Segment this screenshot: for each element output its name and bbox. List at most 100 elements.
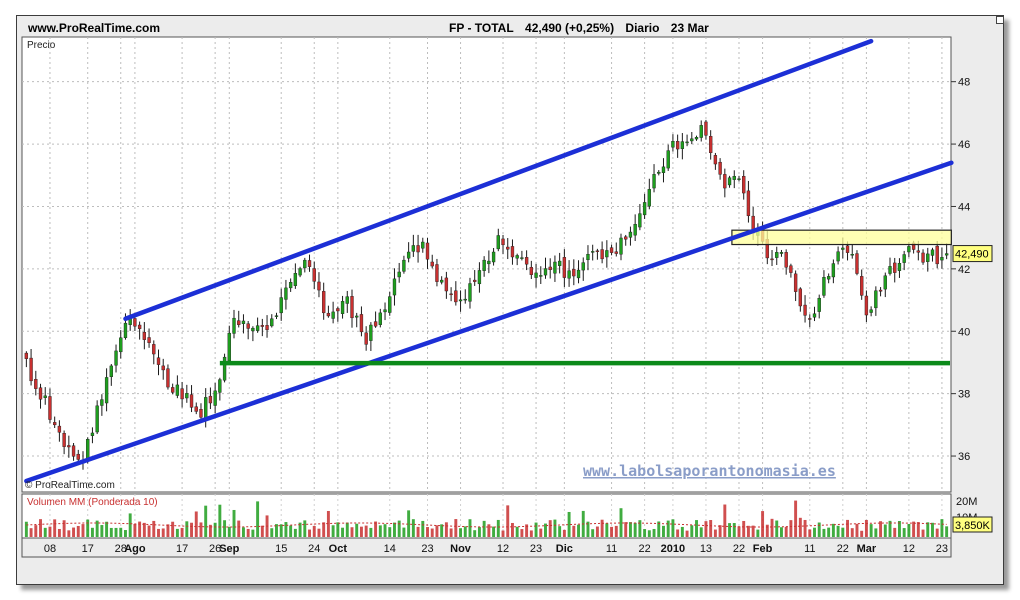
candle-body <box>732 176 736 180</box>
volume-bar <box>34 525 38 537</box>
candle-body <box>482 259 486 271</box>
candle-body <box>34 379 38 389</box>
volume-bar <box>95 520 99 537</box>
candle-body <box>831 263 836 278</box>
candle-body <box>727 177 732 186</box>
x-tick-label: 23 <box>421 543 433 555</box>
volume-bar <box>685 530 689 537</box>
candle-body <box>350 296 354 319</box>
candle-body <box>562 257 567 278</box>
volume-bar <box>308 529 311 537</box>
volume-bar <box>72 527 76 537</box>
volume-bar <box>275 524 278 537</box>
volume-bar <box>128 513 132 537</box>
volume-bar <box>57 528 61 537</box>
volume-bar <box>279 524 283 537</box>
candle-body <box>326 312 331 317</box>
y-tick-label: 38 <box>958 389 970 401</box>
x-tick-label: 12 <box>903 543 915 555</box>
volume-bar <box>756 529 760 537</box>
x-tick-label: Oct <box>329 543 348 555</box>
y-tick-label: 42 <box>958 264 970 276</box>
candle-body <box>690 138 694 142</box>
volume-bar <box>544 523 547 537</box>
candle-body <box>161 365 165 371</box>
volume-bar <box>223 520 227 537</box>
candle-body <box>557 260 562 266</box>
candle-body <box>591 251 595 253</box>
candle-body <box>515 255 519 259</box>
candle-body <box>487 260 491 265</box>
volume-bar <box>90 527 94 537</box>
candle-body <box>543 268 548 276</box>
candle-body <box>340 301 345 314</box>
candle-body <box>29 357 33 382</box>
candle-body <box>241 320 246 324</box>
volume-bar <box>378 525 382 537</box>
volume-bar <box>520 529 524 537</box>
volume-bar <box>213 522 217 537</box>
volume-bar <box>105 521 109 537</box>
x-tick-label: Sep <box>219 543 239 555</box>
volume-bar <box>397 520 401 537</box>
volume-bar <box>765 524 769 537</box>
volume-tag-label: 3,850K <box>955 520 991 532</box>
period-label: Diario <box>625 21 660 35</box>
volume-bar <box>676 529 680 537</box>
volume-bar <box>709 520 713 537</box>
channel-upper-line <box>123 38 874 322</box>
volume-bar <box>624 522 628 537</box>
volume-bar <box>39 519 42 537</box>
volume-bar <box>912 521 916 537</box>
volume-bar <box>430 528 434 537</box>
candle-body <box>822 277 826 296</box>
candle-body <box>237 320 241 325</box>
candle-body <box>685 141 689 144</box>
volume-bar <box>586 521 590 537</box>
candle-body <box>921 252 925 263</box>
volume-bar <box>779 527 783 537</box>
volume-bar <box>124 530 127 537</box>
volume-bar <box>883 524 887 537</box>
volume-bar <box>940 519 944 537</box>
candle-body <box>227 332 231 362</box>
x-tick-label: Mar <box>857 543 877 555</box>
candle-body <box>265 325 269 330</box>
volume-bar <box>355 523 359 537</box>
candle-body <box>501 238 505 246</box>
candle-body <box>888 266 892 274</box>
candle-body <box>166 368 170 388</box>
volume-panel-label: Volumen MM (Ponderada 10) <box>27 497 158 508</box>
candle-body <box>628 231 633 238</box>
price-panel-label: Precio <box>27 40 56 51</box>
candle-body <box>529 267 533 275</box>
candle-body <box>775 252 779 258</box>
volume-bar <box>496 519 500 537</box>
volume-bar <box>218 504 222 537</box>
volume-bar <box>746 525 750 537</box>
volume-bar <box>29 528 33 537</box>
candle-body <box>114 350 118 366</box>
x-tick-label: 2010 <box>661 543 685 555</box>
volume-bar <box>690 525 694 537</box>
volume-bar <box>860 530 864 537</box>
site-brand[interactable]: www.ProRealTime.com <box>28 21 161 35</box>
volume-bar <box>482 520 486 537</box>
candle-body <box>789 265 793 273</box>
volume-bar <box>822 528 826 537</box>
volume-bar <box>204 505 208 537</box>
candle-body <box>345 296 349 304</box>
volume-bar <box>662 525 665 537</box>
resistance-zone <box>731 229 952 246</box>
candle-body <box>860 276 864 296</box>
window-corner-control[interactable] <box>996 16 1004 24</box>
candle-body <box>194 406 198 412</box>
candle-body <box>137 324 142 329</box>
candle-body <box>661 166 666 173</box>
candle-body <box>652 174 656 189</box>
volume-bar <box>237 520 241 537</box>
volume-bar <box>190 522 194 537</box>
volume-bar <box>270 528 274 537</box>
candle-body <box>510 246 515 258</box>
